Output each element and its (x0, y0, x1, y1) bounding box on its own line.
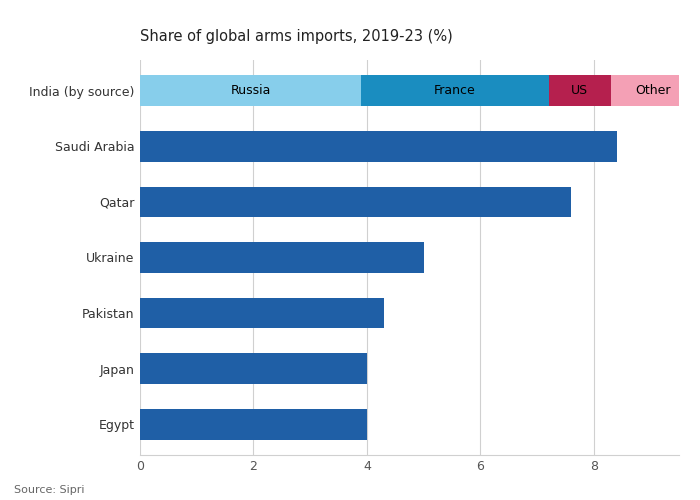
Bar (140, 76, 361, 106)
Bar (140, 409, 367, 440)
Text: France: France (434, 84, 476, 97)
Text: Share of global arms imports, 2019-23 (%): Share of global arms imports, 2019-23 (%… (140, 28, 453, 44)
Bar (140, 298, 384, 328)
Text: Other: Other (636, 84, 671, 97)
Bar (549, 76, 611, 106)
Text: US: US (571, 84, 588, 97)
Bar (611, 76, 696, 106)
Bar (140, 242, 424, 273)
Bar (361, 76, 549, 106)
Bar (140, 131, 617, 162)
Text: Source: Sipri: Source: Sipri (14, 485, 85, 495)
Text: Russia: Russia (230, 84, 271, 97)
Bar (140, 354, 367, 384)
Bar (140, 186, 571, 217)
